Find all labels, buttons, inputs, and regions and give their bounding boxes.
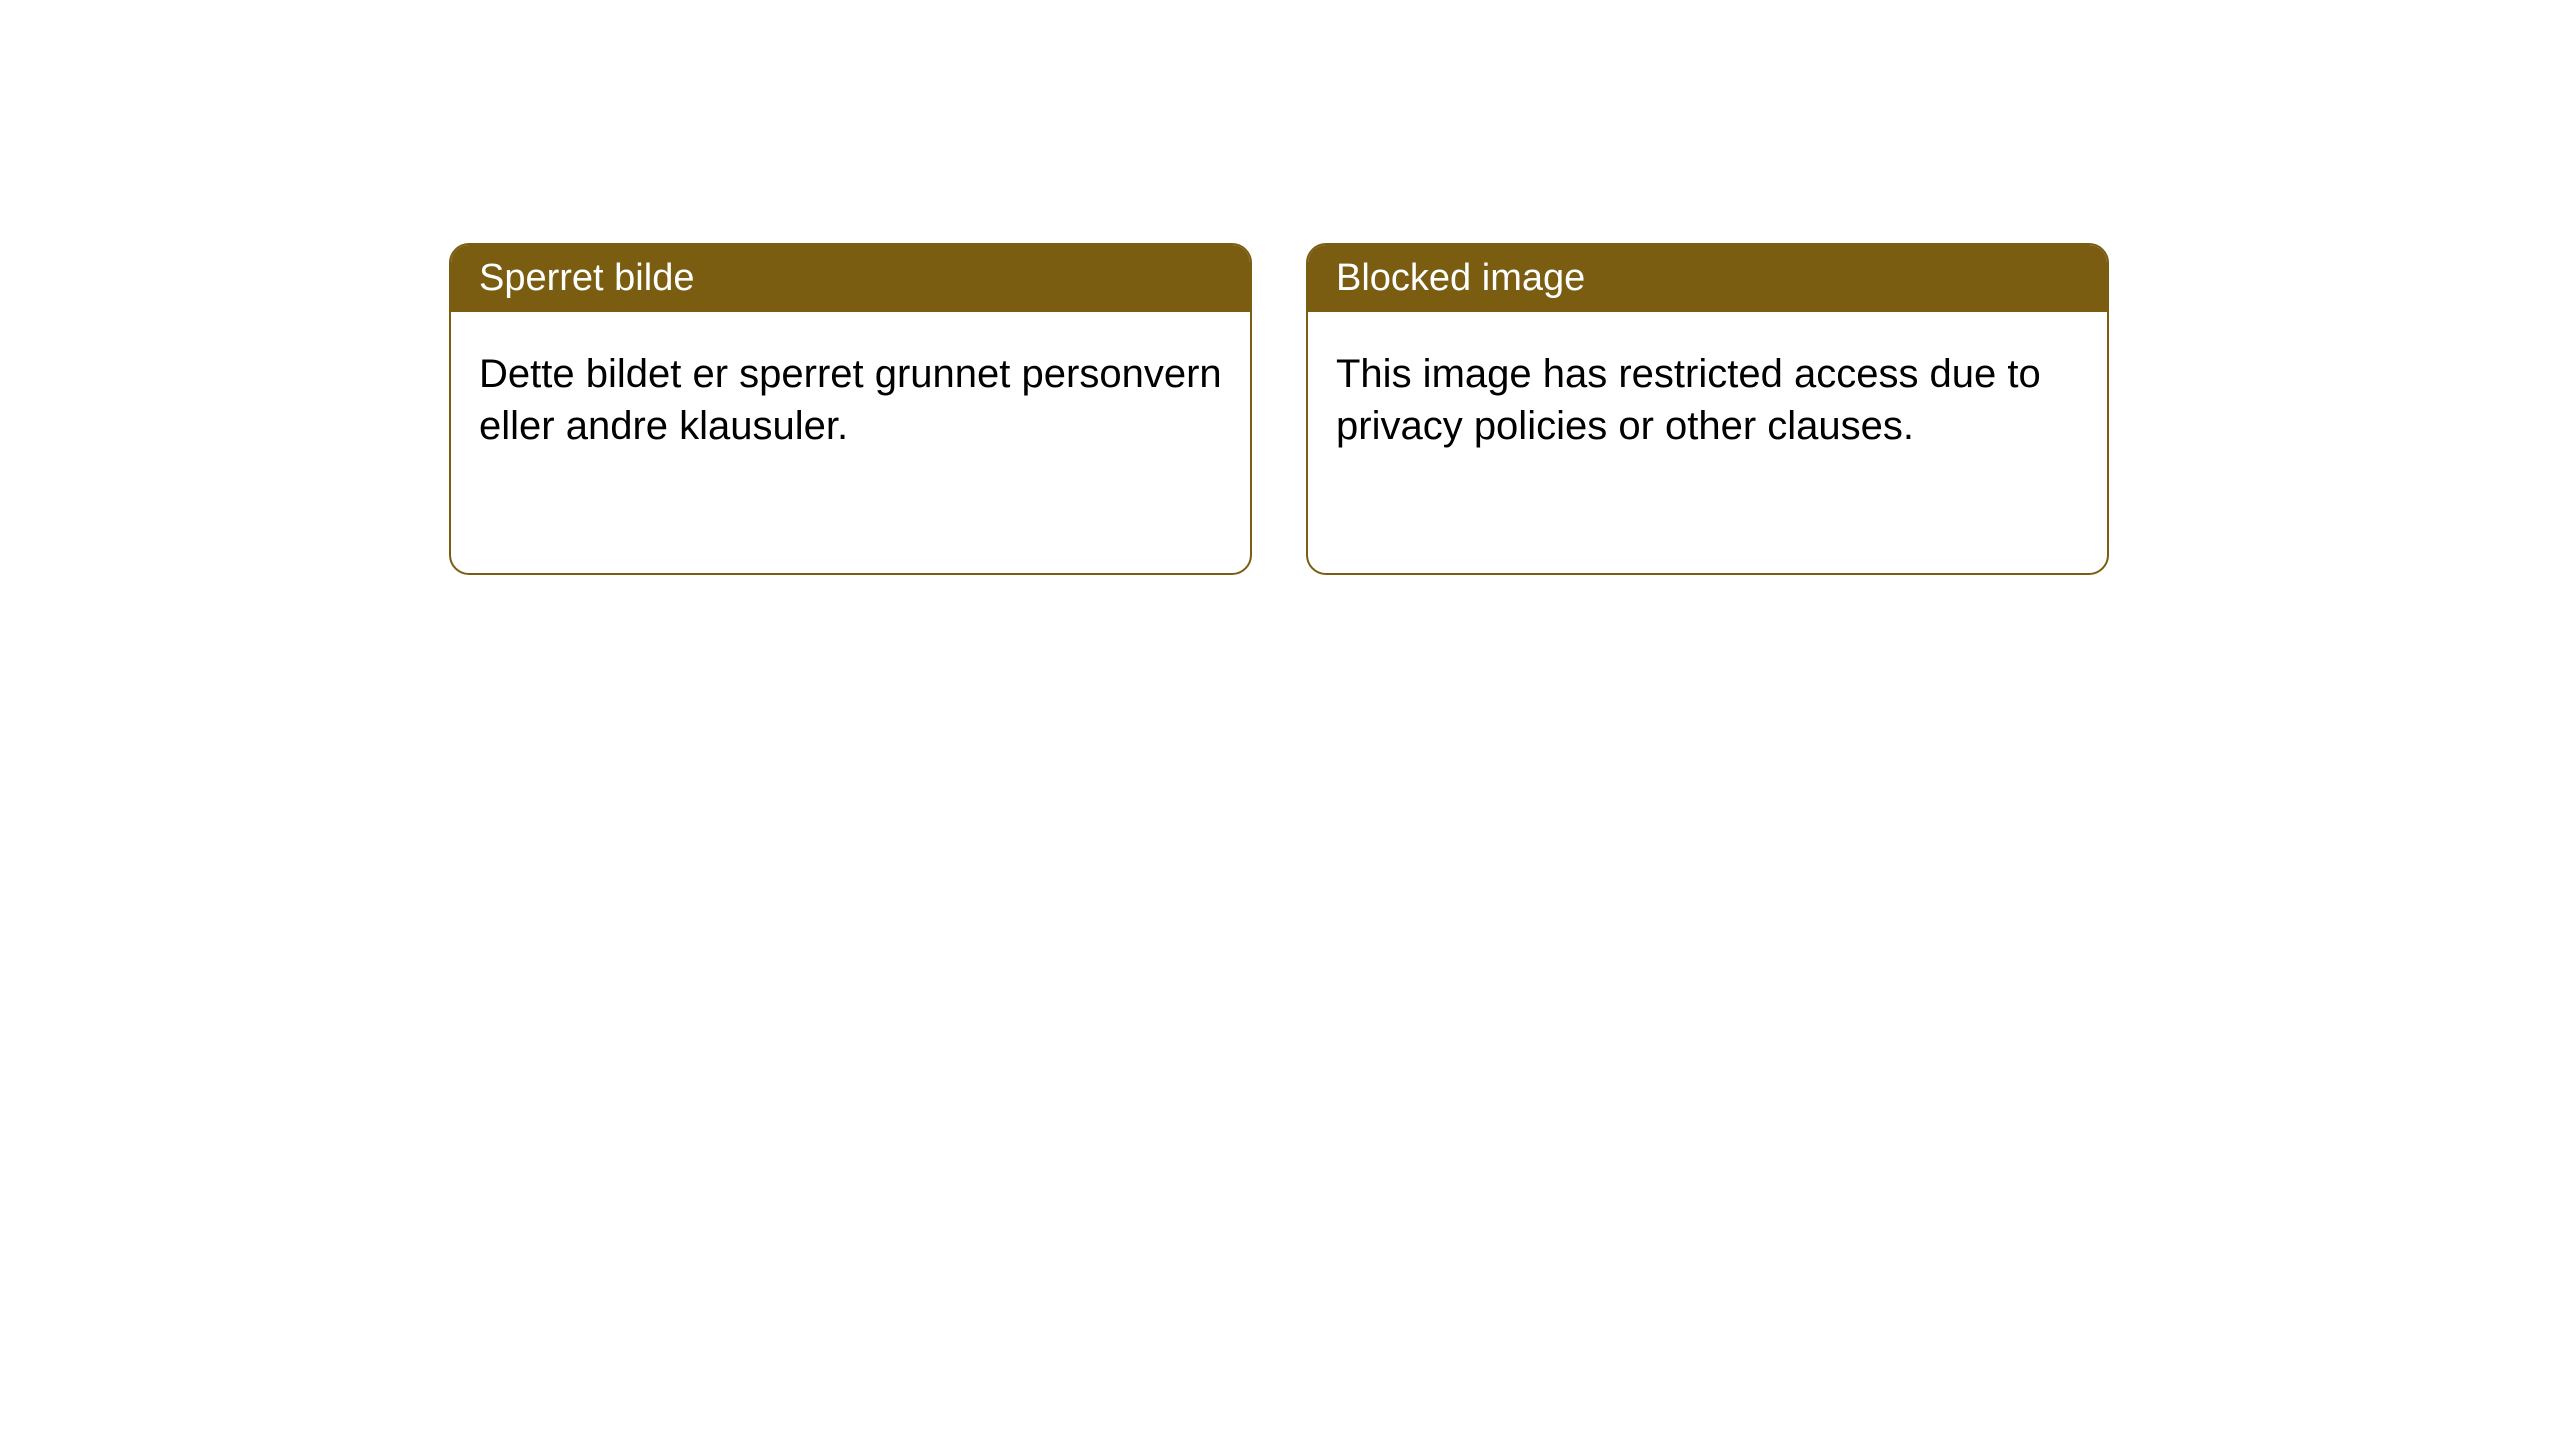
card-message-en: This image has restricted access due to … <box>1336 352 2041 448</box>
blocked-image-card-no: Sperret bilde Dette bildet er sperret gr… <box>449 243 1252 575</box>
notice-container: Sperret bilde Dette bildet er sperret gr… <box>449 243 2109 575</box>
card-title-en: Blocked image <box>1336 257 1585 299</box>
card-header-en: Blocked image <box>1308 245 2107 312</box>
card-body-no: Dette bildet er sperret grunnet personve… <box>451 312 1250 488</box>
card-message-no: Dette bildet er sperret grunnet personve… <box>479 352 1222 448</box>
card-title-no: Sperret bilde <box>479 257 694 299</box>
card-header-no: Sperret bilde <box>451 245 1250 312</box>
card-body-en: This image has restricted access due to … <box>1308 312 2107 488</box>
blocked-image-card-en: Blocked image This image has restricted … <box>1306 243 2109 575</box>
